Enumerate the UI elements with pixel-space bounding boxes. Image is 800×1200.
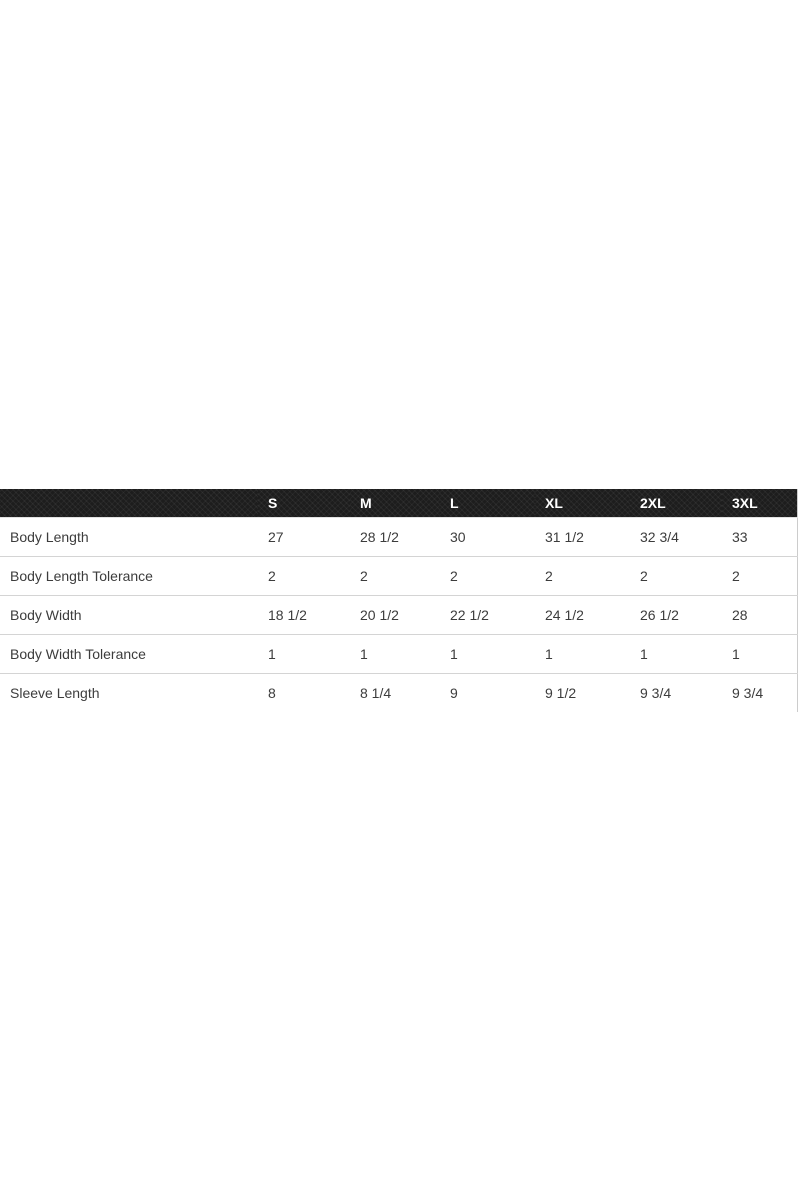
size-column-header: 3XL	[722, 489, 797, 518]
size-column-header: L	[440, 489, 535, 518]
size-value: 9 3/4	[722, 673, 797, 712]
size-value: 31 1/2	[535, 517, 630, 557]
size-value: 28 1/2	[350, 517, 440, 557]
size-chart: S M L XL 2XL 3XL Body Length 27 28 1/2 30 31 1/2 3…	[0, 489, 798, 712]
size-value: 1	[722, 634, 797, 674]
size-value: 2	[630, 556, 722, 596]
table-row: Body Length 27 28 1/2 30 31 1/2 32 3/4 33	[0, 517, 797, 557]
size-value: 8	[258, 673, 350, 712]
size-value: 30	[440, 517, 535, 557]
size-value: 9	[440, 673, 535, 712]
size-column-header: M	[350, 489, 440, 518]
size-value: 2	[440, 556, 535, 596]
size-value: 1	[630, 634, 722, 674]
table-row: Sleeve Length 8 8 1/4 9 9 1/2 9 3/4 9 3/4	[0, 673, 797, 712]
size-value: 1	[535, 634, 630, 674]
row-label: Body Width	[0, 595, 258, 635]
size-value: 9 1/2	[535, 673, 630, 712]
size-value: 28	[722, 595, 797, 635]
size-value: 2	[535, 556, 630, 596]
row-label: Sleeve Length	[0, 673, 258, 712]
size-value: 18 1/2	[258, 595, 350, 635]
size-column-header: S	[258, 489, 350, 518]
size-column-header: XL	[535, 489, 630, 518]
size-value: 26 1/2	[630, 595, 722, 635]
size-value: 20 1/2	[350, 595, 440, 635]
size-value: 33	[722, 517, 797, 557]
row-label: Body Width Tolerance	[0, 634, 258, 674]
size-value: 1	[350, 634, 440, 674]
size-chart-table: S M L XL 2XL 3XL Body Length 27 28 1/2 30 31 1/2 3…	[0, 489, 798, 712]
size-value: 8 1/4	[350, 673, 440, 712]
size-value: 27	[258, 517, 350, 557]
size-value: 32 3/4	[630, 517, 722, 557]
size-column-header: 2XL	[630, 489, 722, 518]
row-label: Body Length	[0, 517, 258, 557]
size-value: 1	[258, 634, 350, 674]
table-row: Body Width Tolerance 1 1 1 1 1 1	[0, 634, 797, 674]
row-label: Body Length Tolerance	[0, 556, 258, 596]
size-value: 22 1/2	[440, 595, 535, 635]
size-value: 2	[258, 556, 350, 596]
size-value: 2	[350, 556, 440, 596]
size-chart-header-row: S M L XL 2XL 3XL	[0, 489, 797, 518]
size-value: 1	[440, 634, 535, 674]
size-value: 9 3/4	[630, 673, 722, 712]
table-row: Body Length Tolerance 2 2 2 2 2 2	[0, 556, 797, 596]
size-value: 2	[722, 556, 797, 596]
table-row: Body Width 18 1/2 20 1/2 22 1/2 24 1/2 26 1/2…	[0, 595, 797, 635]
measurement-column-header	[0, 489, 258, 518]
size-value: 24 1/2	[535, 595, 630, 635]
